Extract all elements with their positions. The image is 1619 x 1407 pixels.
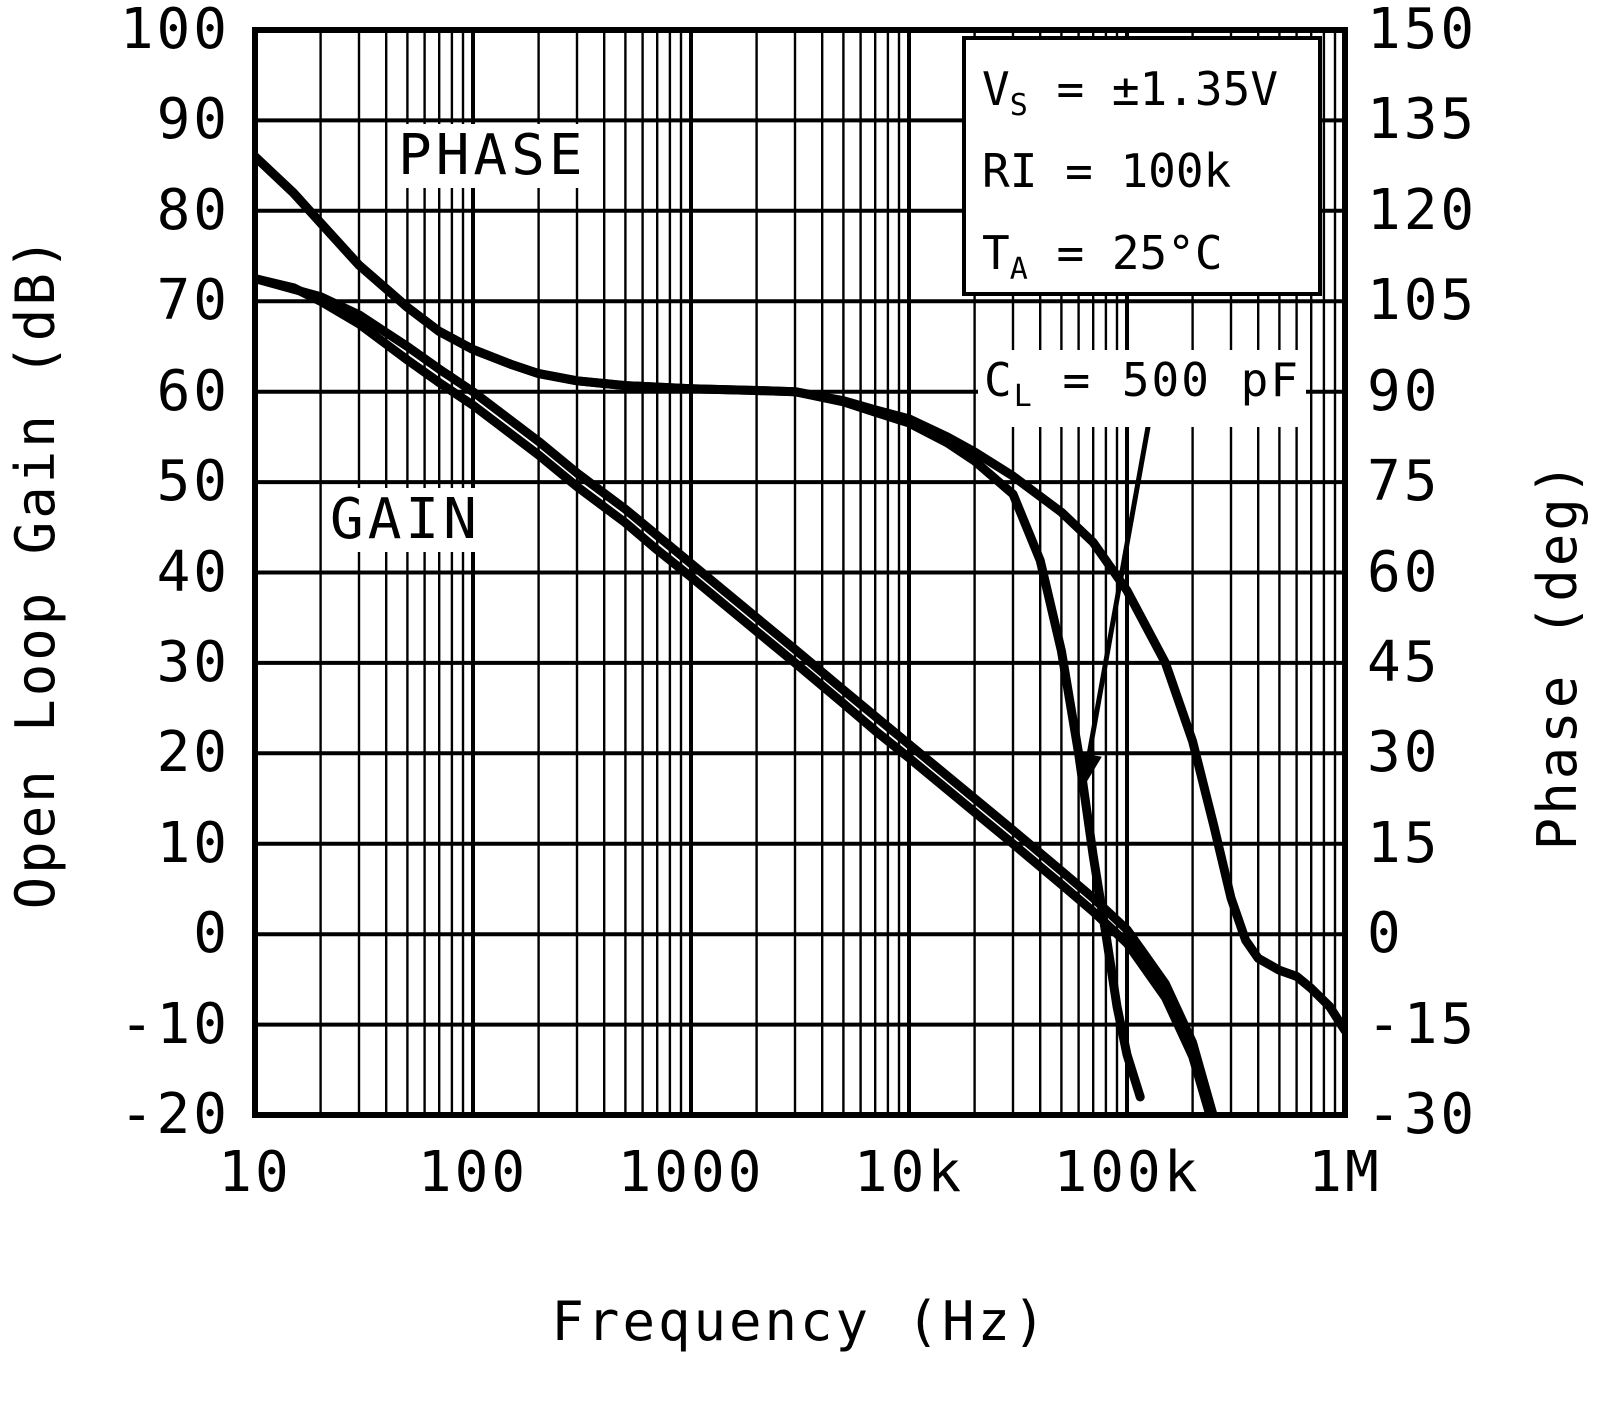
condition-line-rl: RI = 100k xyxy=(982,130,1318,212)
y-right-tick-label: 90 xyxy=(1367,358,1441,424)
x-tick-label: 100 xyxy=(417,1140,529,1205)
x-axis-title: Frequency (Hz) xyxy=(551,1290,1049,1353)
y-right-tick-label: 45 xyxy=(1367,629,1441,695)
condition-vs-base: V xyxy=(982,62,1010,116)
y-right-tick-label: 135 xyxy=(1367,87,1478,153)
cl-arrow xyxy=(1076,415,1153,788)
condition-line-ta: TA = 25°C xyxy=(982,212,1318,294)
curve-gain xyxy=(255,274,1215,1115)
y-right-tick-label: 60 xyxy=(1367,539,1441,605)
y-right-tick-label: 150 xyxy=(1367,0,1478,62)
cl-annotation: CL = 500 pF xyxy=(978,350,1307,428)
y-right-tick-label: 120 xyxy=(1367,177,1478,243)
conditions-box: VS = ±1.35V RI = 100k TA = 25°C xyxy=(962,36,1322,296)
cl-annotation-sub: L xyxy=(1013,379,1033,415)
y-left-tick-label: 30 xyxy=(156,629,230,695)
y-right-tick-label: 0 xyxy=(1367,901,1404,967)
y-left-tick-label: 60 xyxy=(156,358,230,424)
phase-curve-label: PHASE xyxy=(392,124,593,188)
gain-curve-label: GAIN xyxy=(324,488,487,552)
x-tick-label: 1M xyxy=(1308,1140,1382,1205)
condition-rl-base: RI xyxy=(982,144,1038,198)
y-left-tick-label: 40 xyxy=(156,539,230,605)
x-tick-label: 10 xyxy=(218,1140,292,1205)
curve-gain_cl_500pF xyxy=(255,274,1218,1115)
condition-line-vs: VS = ±1.35V xyxy=(982,48,1318,130)
y-right-tick-label: 15 xyxy=(1367,810,1441,876)
y-left-tick-label: 80 xyxy=(156,177,230,243)
x-tick-label: 1000 xyxy=(617,1140,765,1205)
y-left-tick-label: 90 xyxy=(156,87,230,153)
cl-annotation-value: = 500 pF xyxy=(1032,353,1301,407)
condition-vs-value: = ±1.35V xyxy=(1028,62,1279,116)
condition-ta-value: = 25°C xyxy=(1028,226,1223,280)
curves xyxy=(255,152,1345,1115)
condition-ta-sub: A xyxy=(1009,252,1029,288)
y-left-tick-label: 50 xyxy=(156,449,230,515)
x-tick-label: 10k xyxy=(853,1140,965,1205)
y-axis-title-left: Open Loop Gain (dB) xyxy=(4,234,67,910)
y-left-tick-label: -20 xyxy=(119,1082,230,1147)
condition-ta-base: T xyxy=(982,226,1010,280)
cl-arrow-line xyxy=(1086,415,1153,756)
y-right-tick-label: -15 xyxy=(1367,991,1478,1057)
y-right-tick-label: 30 xyxy=(1367,720,1441,786)
cl-arrowhead-icon xyxy=(1076,752,1102,788)
y-left-tick-label: 0 xyxy=(193,901,230,967)
y-right-tick-label: -30 xyxy=(1367,1082,1478,1147)
condition-rl-value: = 100k xyxy=(1037,144,1232,198)
condition-vs-sub: S xyxy=(1009,88,1029,124)
y-axis-title-right: Phase (deg) xyxy=(1526,459,1589,851)
x-tick-label: 100k xyxy=(1053,1140,1201,1205)
y-left-tick-label: 70 xyxy=(156,268,230,334)
cl-annotation-base: C xyxy=(984,353,1014,407)
y-left-tick-label: 20 xyxy=(156,720,230,786)
plot-border xyxy=(252,27,1348,1118)
y-left-tick-label: 100 xyxy=(119,0,230,62)
y-right-tick-label: 105 xyxy=(1367,268,1478,334)
y-left-tick-label: 10 xyxy=(156,810,230,876)
y-left-tick-label: -10 xyxy=(119,991,230,1057)
y-right-tick-label: 75 xyxy=(1367,449,1441,515)
curve-phase_cl_500pF xyxy=(255,152,1145,1102)
